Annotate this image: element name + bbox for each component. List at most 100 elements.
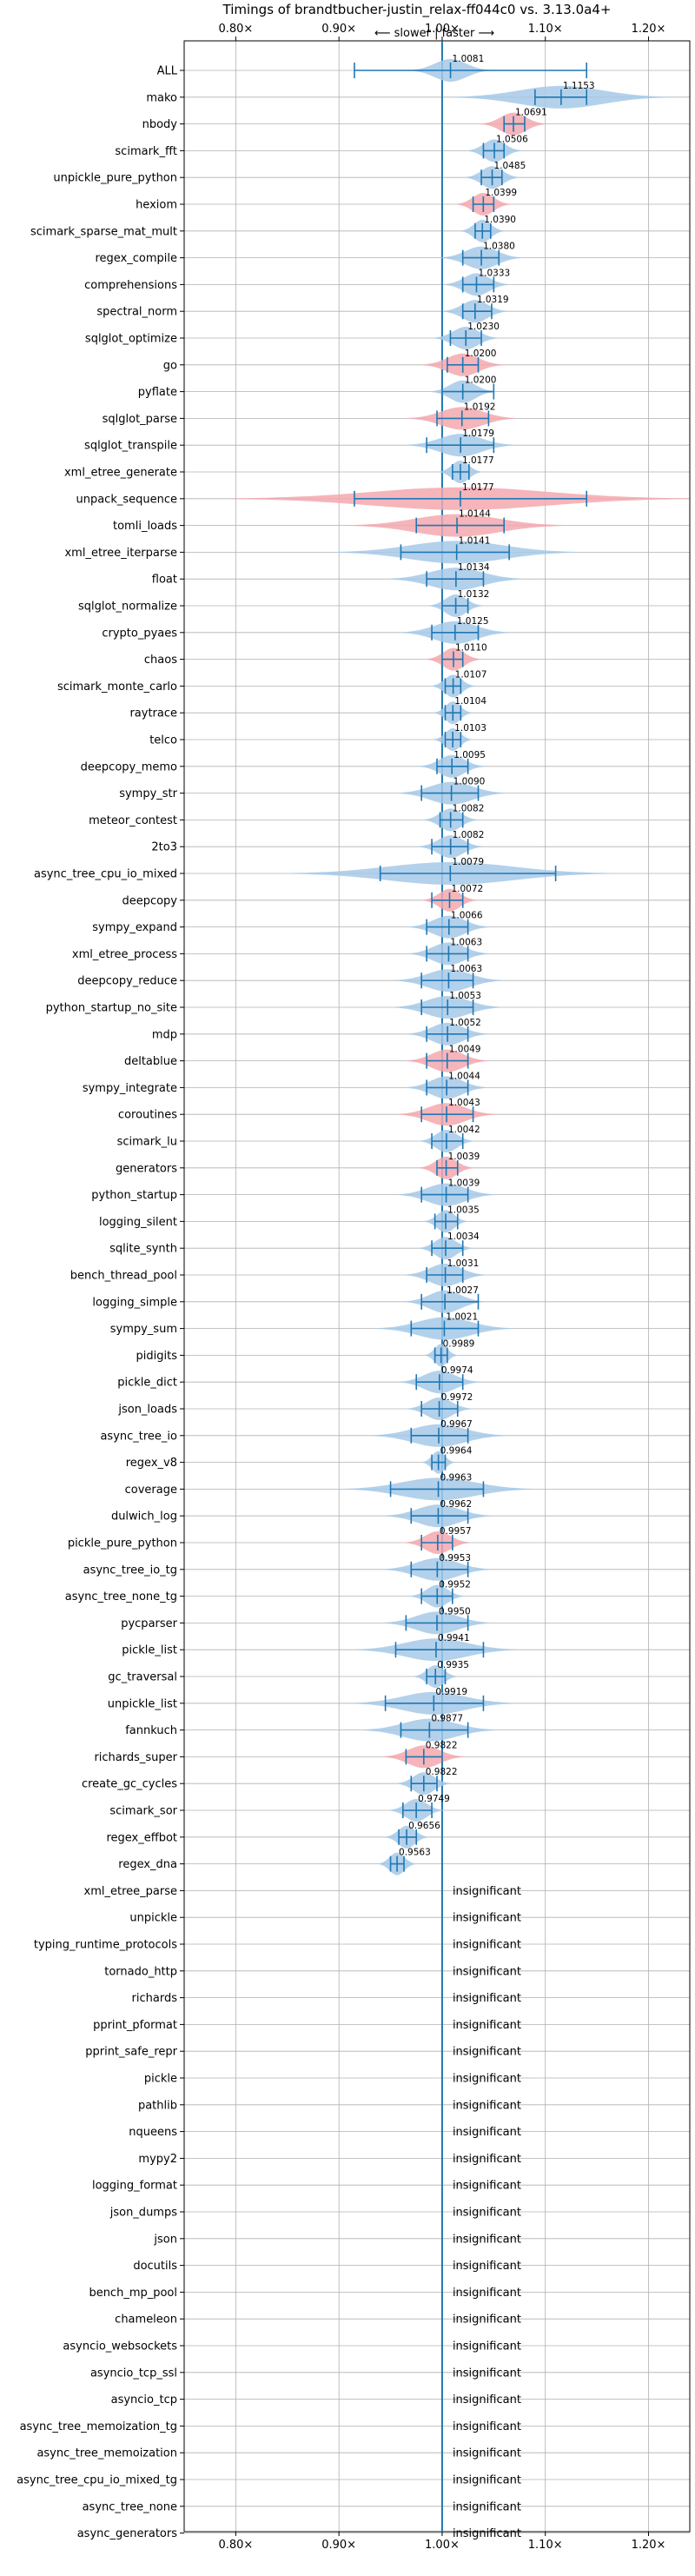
insignificant-label: insignificant xyxy=(453,2153,521,2166)
benchmark-label: xml_etree_iterparse xyxy=(64,547,177,560)
benchmark-label: xml_etree_parse xyxy=(84,1885,177,1898)
benchmark-label: scimark_lu xyxy=(117,1136,177,1149)
benchmark-label: unpickle xyxy=(129,1912,177,1925)
insignificant-label: insignificant xyxy=(453,2260,521,2273)
benchmark-label: sqlglot_normalize xyxy=(78,601,177,614)
benchmark-label: async_tree_io xyxy=(100,1430,177,1443)
benchmark-label: scimark_sparse_mat_mult xyxy=(30,225,177,238)
value-label: 1.0053 xyxy=(449,991,481,1001)
benchmark-label: docutils xyxy=(133,2260,177,2273)
value-label: 0.9935 xyxy=(437,1660,469,1670)
value-label: 1.0063 xyxy=(450,964,482,974)
x-tick-label-top: 1.00× xyxy=(425,23,460,36)
x-tick-label-bottom: 1.00× xyxy=(425,2539,460,2552)
benchmark-label: dulwich_log xyxy=(111,1510,177,1524)
benchmark-label: sqlglot_parse xyxy=(103,413,177,426)
benchmark-label: 2to3 xyxy=(151,841,177,854)
benchmark-label: gc_traversal xyxy=(108,1671,177,1684)
benchmark-label: pyflate xyxy=(138,386,177,399)
value-label: 1.0095 xyxy=(453,750,486,760)
benchmark-label: json_loads xyxy=(117,1404,177,1417)
x-tick-label-top: 0.80× xyxy=(218,23,253,36)
value-label: 1.0044 xyxy=(448,1071,480,1081)
insignificant-label: insignificant xyxy=(453,2099,521,2112)
value-label: 0.9962 xyxy=(440,1499,472,1510)
benchmark-label: json_dumps xyxy=(109,2207,177,2220)
value-label: 1.0063 xyxy=(450,937,482,947)
insignificant-label: insignificant xyxy=(453,2314,521,2327)
value-label: 1.0039 xyxy=(448,1152,480,1162)
benchmark-label: pickle_pure_python xyxy=(68,1537,177,1550)
value-label: 0.9656 xyxy=(408,1821,440,1831)
value-label: 1.0333 xyxy=(478,268,510,278)
benchmark-label: xml_etree_process xyxy=(72,948,177,961)
value-label: 1.0021 xyxy=(446,1312,478,1323)
benchmark-label: async_tree_none xyxy=(83,2500,177,2513)
benchmark-label: meteor_contest xyxy=(89,814,177,827)
benchmark-label: sympy_sum xyxy=(110,1323,177,1336)
benchmark-label: comprehensions xyxy=(84,279,177,292)
chart-title: Timings of brandtbucher-justin_relax-ff0… xyxy=(222,2,612,18)
benchmark-label: coroutines xyxy=(118,1109,177,1122)
insignificant-label: insignificant xyxy=(453,2207,521,2220)
benchmark-label: sympy_integrate xyxy=(83,1082,177,1095)
benchmark-label: asyncio_websockets xyxy=(63,2340,177,2354)
benchmark-label: pathlib xyxy=(138,2099,177,2112)
insignificant-label: insignificant xyxy=(453,2420,521,2433)
value-label: 1.0072 xyxy=(451,884,483,894)
insignificant-label: insignificant xyxy=(453,2126,521,2139)
value-label: 1.0200 xyxy=(465,349,497,359)
benchmark-label: crypto_pyaes xyxy=(102,627,177,640)
benchmark-label: spectral_norm xyxy=(96,306,177,319)
benchmark-label: async_tree_cpu_io_mixed_tg xyxy=(17,2474,177,2487)
value-label: 1.0380 xyxy=(483,242,515,252)
insignificant-label: insignificant xyxy=(453,1885,521,1898)
benchmark-label: python_startup_no_site xyxy=(46,1002,177,1015)
benchmark-label: mdp xyxy=(152,1028,177,1041)
benchmark-label: asyncio_tcp_ssl xyxy=(90,2367,177,2380)
benchmark-label: xml_etree_generate xyxy=(64,467,177,480)
value-label: 1.0090 xyxy=(453,777,486,787)
insignificant-label: insignificant xyxy=(453,2340,521,2354)
benchmark-label: bench_mp_pool xyxy=(89,2287,177,2300)
value-label: 0.9953 xyxy=(439,1553,471,1564)
insignificant-label: insignificant xyxy=(453,2447,521,2460)
value-label: 1.1153 xyxy=(563,81,595,91)
chart-subtitle: ⟵ slower | faster ⟶ xyxy=(374,27,494,40)
value-label: 0.9967 xyxy=(440,1419,473,1430)
benchmark-label: deepcopy_memo xyxy=(81,760,177,773)
value-label: 0.9989 xyxy=(443,1338,475,1349)
insignificant-label: insignificant xyxy=(453,1965,521,1978)
plot-frame xyxy=(183,40,691,2533)
benchmark-label: pprint_safe_repr xyxy=(85,2046,177,2059)
benchmark-label: sympy_expand xyxy=(92,921,177,934)
insignificant-label: insignificant xyxy=(453,2233,521,2246)
benchmark-label: scimark_monte_carlo xyxy=(57,681,177,694)
value-label: 0.9952 xyxy=(439,1580,471,1590)
value-label: 1.0079 xyxy=(452,857,484,867)
benchmark-label: fannkuch xyxy=(125,1724,177,1737)
benchmark-label: unpack_sequence xyxy=(76,493,177,506)
benchmark-label: chaos xyxy=(144,654,177,667)
value-label: 0.9822 xyxy=(426,1740,458,1750)
benchmark-label: pycparser xyxy=(121,1617,177,1630)
benchmark-label: json xyxy=(153,2233,177,2246)
benchmark-label: logging_simple xyxy=(92,1296,177,1309)
value-label: 1.0506 xyxy=(496,134,528,144)
value-label: 1.0230 xyxy=(467,322,500,332)
value-label: 0.9964 xyxy=(440,1446,473,1457)
benchmark-label: create_gc_cycles xyxy=(82,1778,177,1791)
value-label: 1.0141 xyxy=(459,535,491,546)
value-label: 1.0134 xyxy=(458,562,490,573)
insignificant-label: insignificant xyxy=(453,2287,521,2300)
value-label: 1.0042 xyxy=(448,1125,480,1135)
benchmark-label: tornado_http xyxy=(104,1965,177,1978)
benchmark-label: tomli_loads xyxy=(113,520,177,533)
benchmark-label: mako xyxy=(146,91,177,104)
value-label: 1.0031 xyxy=(447,1258,480,1269)
insignificant-label: insignificant xyxy=(453,2073,521,2086)
benchmark-label: go xyxy=(163,359,177,372)
benchmark-label: hexiom xyxy=(136,199,177,212)
